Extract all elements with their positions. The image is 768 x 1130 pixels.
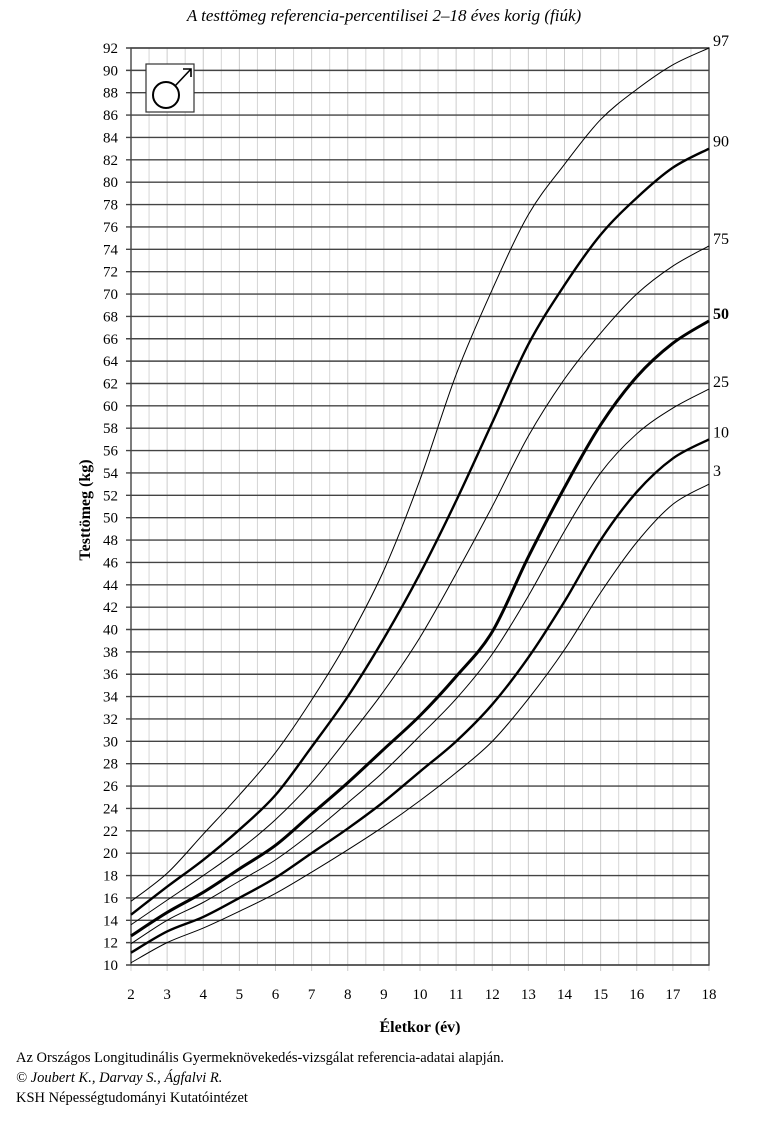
y-tick-label: 88 — [103, 86, 118, 102]
y-tick-label: 74 — [103, 242, 119, 258]
percentile-label-3: 3 — [713, 463, 721, 480]
y-tick-label: 30 — [103, 734, 118, 750]
percentile-label-97: 97 — [713, 33, 729, 50]
x-tick-label: 13 — [521, 987, 536, 1003]
y-tick-label: 22 — [103, 824, 118, 840]
y-tick-label: 86 — [103, 108, 119, 124]
x-tick-label: 15 — [593, 987, 608, 1003]
y-tick-label: 36 — [103, 667, 119, 683]
x-tick-label: 8 — [344, 987, 352, 1003]
percentile-curve-10 — [130, 438, 710, 954]
y-tick-label: 46 — [103, 555, 119, 571]
y-tick-label: 34 — [103, 690, 119, 706]
percentile-curve-75 — [130, 245, 710, 926]
percentile-curve-50 — [130, 319, 710, 938]
x-tick-label: 6 — [272, 987, 280, 1003]
y-tick-label: 38 — [103, 645, 118, 661]
x-tick-label: 17 — [665, 987, 681, 1003]
x-tick-label: 2 — [127, 987, 135, 1003]
y-tick-label: 76 — [103, 220, 119, 236]
percentile-curve-3 — [130, 483, 710, 964]
x-tick-label: 18 — [702, 987, 717, 1003]
y-tick-label: 56 — [103, 444, 119, 460]
percentile-label-75: 75 — [713, 231, 729, 248]
percentile-label-10: 10 — [713, 424, 729, 441]
percentile-label-50: 50 — [713, 306, 729, 323]
x-tick-label: 14 — [557, 987, 573, 1003]
x-tick-label: 7 — [308, 987, 316, 1003]
y-tick-label: 52 — [103, 488, 118, 504]
footer-institute: KSH Népességtudományi Kutatóintézet — [16, 1090, 248, 1106]
y-tick-label: 60 — [103, 399, 118, 415]
y-tick-label: 18 — [103, 869, 118, 885]
y-tick-label: 42 — [103, 600, 118, 616]
y-tick-label: 16 — [103, 891, 119, 907]
y-tick-label: 40 — [103, 623, 118, 639]
y-tick-label: 78 — [103, 198, 118, 214]
percentile-curve-90 — [130, 147, 710, 916]
x-tick-label: 11 — [449, 987, 463, 1003]
x-tick-label: 12 — [485, 987, 500, 1003]
y-axis-label: Testtömeg (kg) — [77, 459, 94, 560]
y-tick-label: 44 — [103, 578, 119, 594]
y-tick-label: 10 — [103, 958, 118, 974]
y-tick-label: 14 — [103, 913, 119, 929]
male-symbol-arrow-icon — [174, 68, 192, 87]
y-tick-label: 68 — [103, 309, 118, 325]
y-tick-label: 82 — [103, 153, 118, 169]
y-tick-label: 48 — [103, 533, 118, 549]
footer-source: Az Országos Longitudinális Gyermeknöveke… — [16, 1050, 504, 1066]
male-symbol-icon — [152, 81, 180, 109]
percentile-label-25: 25 — [713, 374, 729, 391]
footer-authors: © Joubert K., Darvay S., Ágfalvi R. — [16, 1070, 223, 1086]
percentile-curve-25 — [130, 388, 710, 945]
y-tick-label: 80 — [103, 175, 118, 191]
male-symbol-box — [145, 63, 195, 113]
y-tick-label: 24 — [103, 801, 119, 817]
percentile-label-90: 90 — [713, 134, 729, 151]
y-tick-label: 70 — [103, 287, 118, 303]
chart-title: A testtömeg referencia-percentilisei 2–1… — [186, 6, 582, 25]
x-tick-label: 10 — [413, 987, 428, 1003]
y-tick-label: 58 — [103, 421, 118, 437]
y-tick-label: 72 — [103, 265, 118, 281]
y-tick-label: 90 — [103, 63, 118, 79]
x-tick-label: 4 — [200, 987, 208, 1003]
y-tick-label: 92 — [103, 41, 118, 57]
y-tick-label: 32 — [103, 712, 118, 728]
y-tick-label: 54 — [103, 466, 119, 482]
y-tick-label: 20 — [103, 846, 118, 862]
y-tick-label: 64 — [103, 354, 119, 370]
x-axis-label: Életkor (év) — [379, 1017, 460, 1036]
y-tick-label: 28 — [103, 757, 118, 773]
y-tick-label: 50 — [103, 511, 118, 527]
y-tick-label: 12 — [103, 936, 118, 952]
x-tick-label: 3 — [163, 987, 171, 1003]
plot-frame — [130, 47, 710, 966]
y-tick-label: 66 — [103, 332, 119, 348]
percentile-curve-97 — [130, 47, 710, 902]
y-tick-label: 26 — [103, 779, 119, 795]
x-tick-label: 9 — [380, 987, 388, 1003]
y-tick-label: 84 — [103, 130, 119, 146]
x-tick-label: 16 — [629, 987, 645, 1003]
y-tick-label: 62 — [103, 376, 118, 392]
x-tick-label: 5 — [236, 987, 244, 1003]
